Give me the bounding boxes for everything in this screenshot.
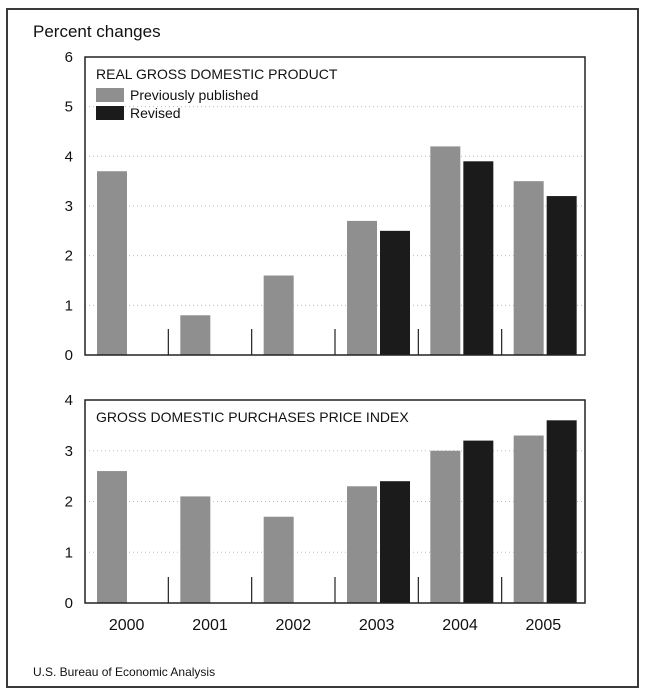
x-tick-label: 2002 (276, 617, 312, 634)
bar-previously-published-2004 (430, 146, 461, 355)
bar-previously-published-2000 (97, 171, 127, 355)
y-tick-label: 6 (65, 49, 73, 66)
bar-previously-published-2002 (263, 275, 294, 355)
legend-swatch-previously-published (96, 88, 124, 102)
legend-label-revised: Revised (130, 105, 181, 121)
y-tick-label: 1 (65, 544, 73, 561)
bar-revised-2005 (546, 420, 577, 603)
source-note: U.S. Bureau of Economic Analysis (33, 665, 215, 679)
bar-previously-published-2003 (347, 486, 377, 603)
bar-previously-published-2003 (347, 220, 377, 355)
panel-title: REAL GROSS DOMESTIC PRODUCT (96, 66, 338, 82)
x-tick-label: 2000 (109, 617, 145, 634)
y-tick-label: 2 (65, 248, 73, 265)
chart-panel-1: 0 1 2 3 4 5 6 REAL GROSS DOMESTIC PRODUCT Previo… (65, 49, 586, 364)
chart-panels: 0 1 2 3 4 5 6 REAL GROSS DOMESTIC PRODUCT Previo… (65, 49, 586, 634)
legend-label-previously-published: Previously published (130, 87, 258, 103)
y-tick-label: 2 (65, 494, 73, 511)
bar-previously-published-2005 (513, 435, 544, 603)
panel-title: GROSS DOMESTIC PURCHASES PRICE INDEX (96, 409, 409, 425)
bar-revised-2005 (546, 196, 577, 355)
y-tick-label: 4 (65, 392, 73, 409)
bar-previously-published-2001 (180, 315, 211, 355)
y-axis-label: Percent changes (33, 22, 161, 41)
plot-area-border (84, 56, 586, 356)
y-tick-label: 3 (65, 443, 73, 460)
bar-revised-2003 (380, 230, 410, 355)
y-tick-label: 0 (65, 595, 73, 612)
y-tick-label: 1 (65, 297, 73, 314)
x-tick-label: 2001 (192, 617, 228, 634)
bar-previously-published-2001 (180, 496, 211, 603)
bar-previously-published-2004 (430, 450, 461, 603)
y-tick-label: 5 (65, 99, 73, 116)
x-tick-label: 2005 (526, 617, 562, 634)
legend-swatch-revised (96, 106, 124, 120)
bar-previously-published-2005 (513, 181, 544, 355)
y-tick-label: 4 (65, 148, 73, 165)
x-tick-label: 2003 (359, 617, 395, 634)
bar-revised-2003 (380, 481, 410, 603)
plot-area-border (84, 399, 586, 604)
bar-revised-2004 (463, 440, 494, 603)
x-tick-label: 2004 (442, 617, 478, 634)
bar-previously-published-2000 (97, 471, 127, 603)
y-tick-label: 3 (65, 198, 73, 215)
chart-panel-2: 0 1 2 3 4 GROSS DOMESTIC PURCHASES PRICE INDE… (65, 392, 586, 634)
y-tick-label: 0 (65, 347, 73, 364)
bar-revised-2004 (463, 161, 494, 355)
bar-previously-published-2002 (263, 516, 294, 603)
